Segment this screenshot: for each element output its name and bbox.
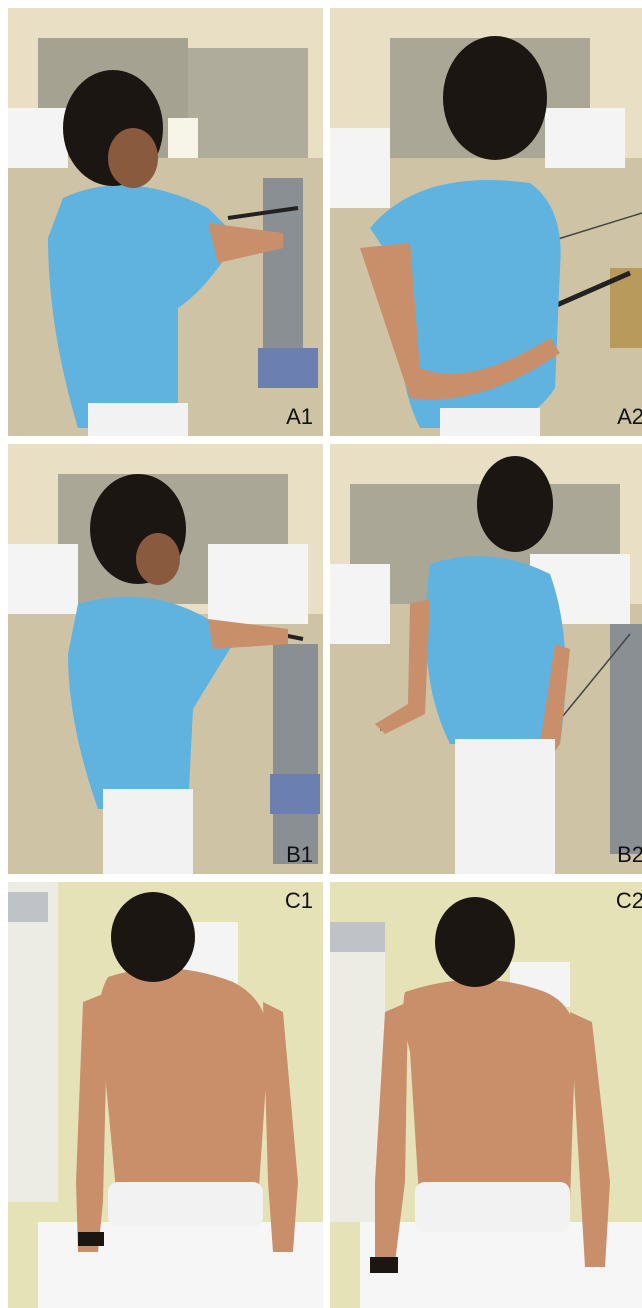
photo-a2-illustration <box>330 8 642 436</box>
photo-panel-c2: C2 <box>330 882 642 1308</box>
panel-label-b2: B2 <box>617 842 642 867</box>
photo-panel-b2: B2 <box>330 444 642 874</box>
photo-panel-c1: C1 <box>8 882 323 1308</box>
panel-label-a2: A2 <box>617 404 642 429</box>
photo-panel-b1: B1 <box>8 444 323 874</box>
photo-b2-illustration <box>330 444 642 874</box>
photo-c2-illustration <box>330 882 642 1308</box>
photo-b1-illustration <box>8 444 323 874</box>
photo-panel-a2: A2 <box>330 8 642 436</box>
panel-label-c1: C1 <box>284 888 313 913</box>
panel-label-a1: A1 <box>286 404 313 429</box>
photo-a1-illustration <box>8 8 323 436</box>
panel-label-b1: B1 <box>286 842 313 867</box>
photo-panel-a1: A1 <box>8 8 323 436</box>
panel-label-c2: C2 <box>615 888 642 913</box>
photo-c1-illustration <box>8 882 323 1308</box>
